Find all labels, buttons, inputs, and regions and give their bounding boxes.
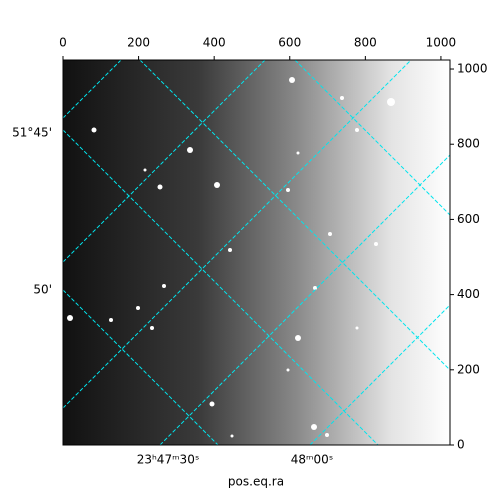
dec-tick-label: 50' bbox=[33, 283, 52, 297]
y-tick-label: 600 bbox=[457, 212, 480, 226]
ra-tick-label: 23ʰ47ᵐ30ˢ bbox=[137, 453, 200, 467]
sky-image bbox=[63, 60, 450, 445]
y-tick-label: 400 bbox=[457, 287, 480, 301]
y-tick-label: 200 bbox=[457, 362, 480, 376]
y-tick-label: 1000 bbox=[457, 62, 488, 76]
x-axis-label: pos.eq.ra bbox=[228, 475, 284, 489]
ra-tick-label: 48ᵐ00ˢ bbox=[291, 453, 334, 467]
x-tick-label: 200 bbox=[127, 36, 150, 50]
y-tick-label: 0 bbox=[457, 438, 465, 452]
x-tick-label: 400 bbox=[203, 36, 226, 50]
x-tick-label: 800 bbox=[354, 36, 377, 50]
x-tick-label: 0 bbox=[59, 36, 67, 50]
x-tick-label: 1000 bbox=[426, 36, 457, 50]
dec-tick-label: 51°45' bbox=[12, 126, 52, 140]
plot-frame bbox=[62, 59, 451, 446]
coordinate-grid bbox=[63, 60, 450, 445]
y-tick-label: 800 bbox=[457, 137, 480, 151]
stars bbox=[67, 77, 395, 438]
x-tick-label: 600 bbox=[278, 36, 301, 50]
